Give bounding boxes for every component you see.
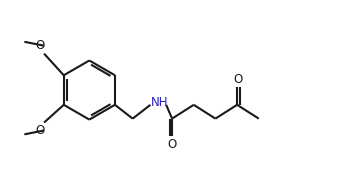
- Text: NH: NH: [151, 96, 168, 109]
- Text: O: O: [35, 39, 45, 52]
- Text: O: O: [167, 138, 177, 151]
- Text: O: O: [35, 124, 45, 137]
- Text: O: O: [233, 73, 243, 86]
